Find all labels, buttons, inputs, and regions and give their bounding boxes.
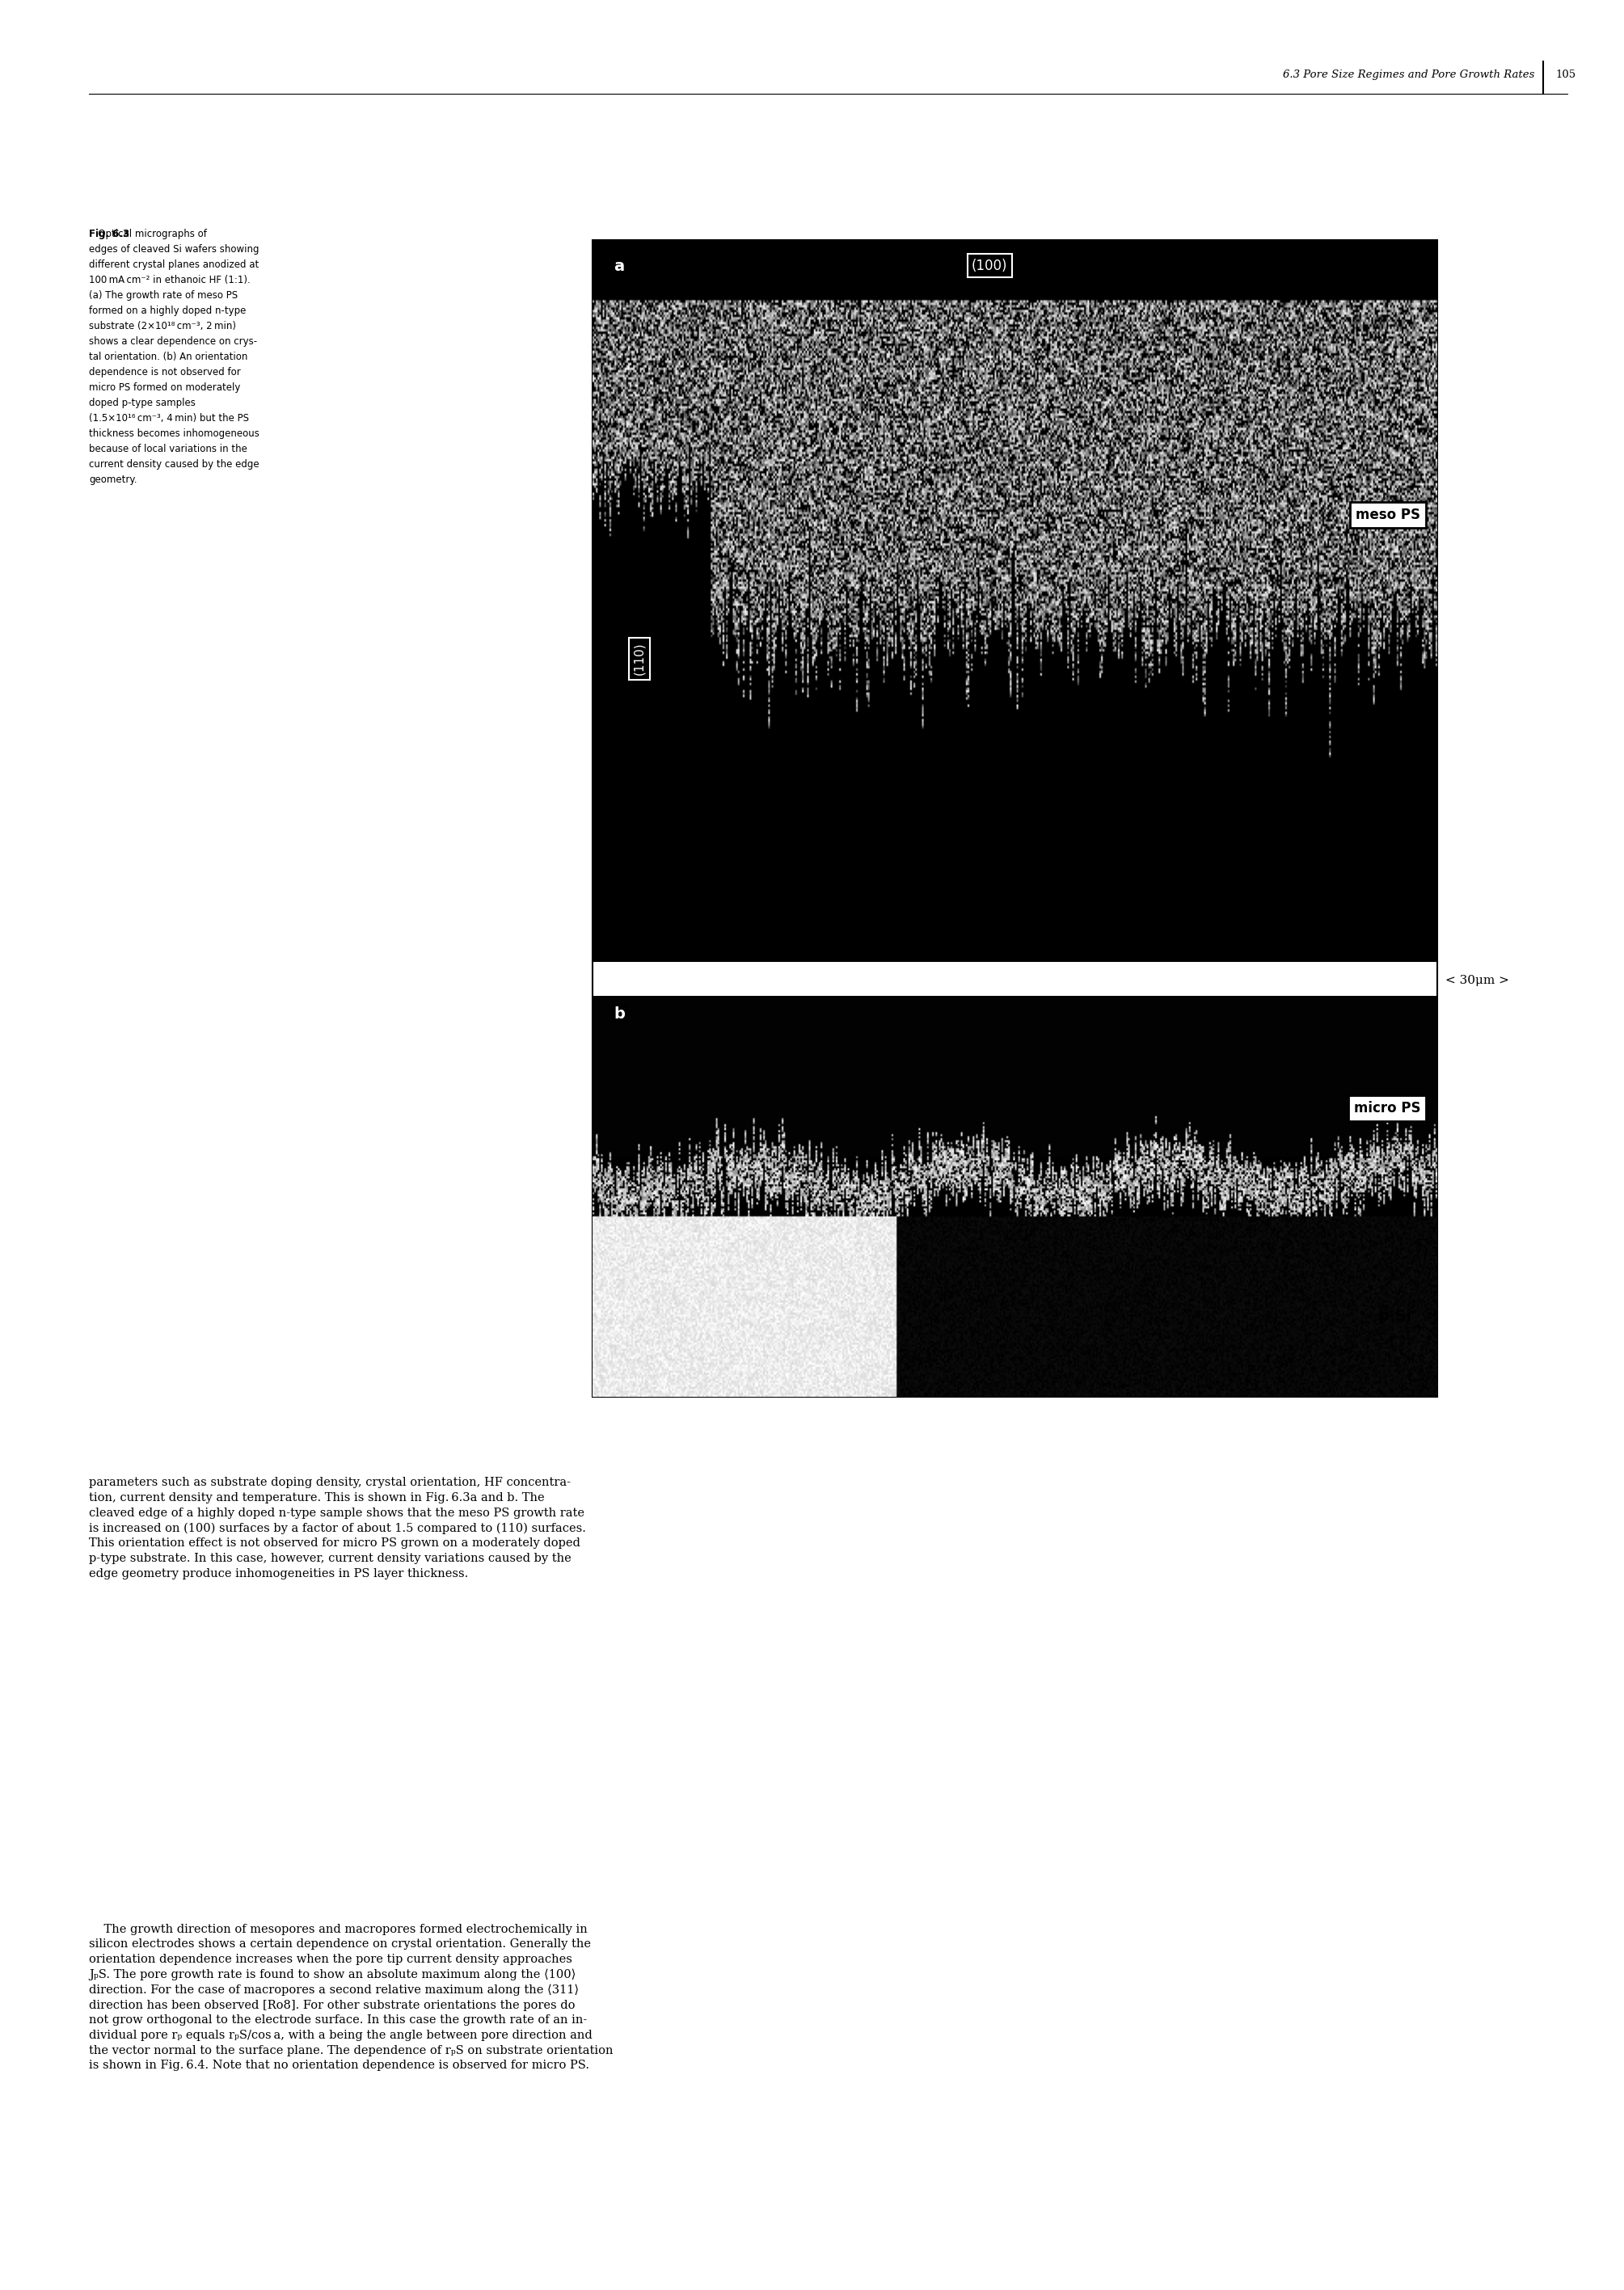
Bar [593,240,1437,1397]
Text: a: a [614,259,625,275]
Text: Fig. 6.3: Fig. 6.3 [89,229,130,240]
Text: parameters such as substrate doping density, crystal orientation, HF concentra-
: parameters such as substrate doping dens… [89,1477,586,1580]
Text: 105: 105 [1556,69,1577,80]
Text: meso PS: meso PS [1356,508,1421,522]
Text: The growth direction of mesopores and macropores formed electrochemically in
sil: The growth direction of mesopores and ma… [89,1924,614,2070]
Text: < 30μm >: < 30μm > [1445,976,1509,985]
Text: b: b [614,1005,625,1021]
Text: micro PS: micro PS [1354,1101,1421,1115]
Text: (110): (110) [633,643,645,676]
Text: 6.3 Pore Size Regimes and Pore Growth Rates: 6.3 Pore Size Regimes and Pore Growth Ra… [1283,69,1535,80]
Text: Optical micrographs of
edges of cleaved Si wafers showing
different crystal plan: Optical micrographs of edges of cleaved … [89,229,260,485]
Text: n⁺ Si: n⁺ Si [1371,751,1411,767]
Text: p Si: p Si [1379,1310,1411,1324]
Text: (100): (100) [971,259,1007,273]
